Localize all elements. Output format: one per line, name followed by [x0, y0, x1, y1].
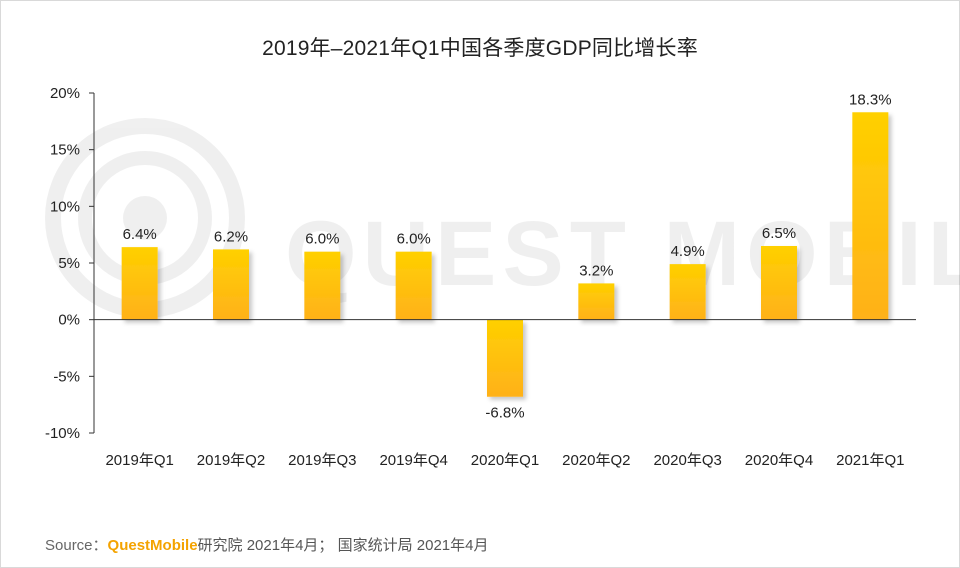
x-tick-label: 2021年Q1: [836, 452, 904, 469]
source-note: Source：QuestMobile研究院 2021年4月； 国家统计局 202…: [45, 534, 488, 555]
x-tick-label: 2020年Q2: [562, 452, 630, 469]
data-label: 6.0%: [305, 231, 339, 248]
axes: 20% 15% 10% 5% 0% -5% -10%: [45, 85, 95, 442]
labels-group: 6.4% 2019年Q1 6.2% 2019年Q2 6.0% 2019年Q3 6.0% 201…: [94, 91, 916, 469]
x-tick-label: 2020年Q4: [745, 452, 813, 469]
source-label: Source：: [45, 537, 108, 554]
y-tick-label: 0%: [58, 312, 80, 329]
x-tick-label: 2019年Q2: [197, 452, 265, 469]
y-tick-label: 15%: [50, 142, 80, 159]
bar: [578, 283, 615, 320]
bar: [121, 247, 158, 320]
bar: [213, 249, 249, 320]
y-tick-label: 10%: [50, 198, 80, 215]
x-tick-label: 2020年Q1: [471, 452, 539, 469]
bar: [669, 264, 706, 320]
bar: [304, 251, 341, 320]
source-brand: QuestMobile: [107, 537, 198, 554]
data-label: 6.4%: [123, 226, 157, 243]
bars-group: [121, 112, 889, 397]
source-text: 研究院 2021年4月； 国家统计局 2021年4月: [197, 537, 489, 554]
y-tick-label: -10%: [45, 425, 80, 442]
data-label: 3.2%: [579, 262, 613, 279]
y-tick-label: -5%: [53, 368, 80, 385]
bar: [761, 246, 797, 320]
data-label: 6.0%: [397, 231, 431, 248]
chart-title: 2019年–2021年Q1中国各季度GDP同比增长率: [262, 37, 698, 60]
bar: [852, 112, 889, 320]
x-tick-label: 2019年Q4: [379, 452, 447, 469]
x-tick-label: 2019年Q1: [105, 452, 173, 469]
y-tick-label: 20%: [50, 85, 80, 102]
y-tick-label: 5%: [58, 255, 80, 272]
data-label: 6.2%: [214, 228, 248, 245]
bar: [395, 251, 432, 320]
bar: [487, 319, 523, 397]
watermark-logo: QUEST MOBILE: [45, 118, 960, 318]
data-label: -6.8%: [485, 405, 524, 422]
x-tick-label: 2019年Q3: [288, 452, 356, 469]
data-label: 4.9%: [671, 243, 705, 260]
x-tick-label: 2020年Q3: [653, 452, 721, 469]
data-label: 6.5%: [762, 225, 796, 242]
data-label: 18.3%: [849, 91, 892, 108]
